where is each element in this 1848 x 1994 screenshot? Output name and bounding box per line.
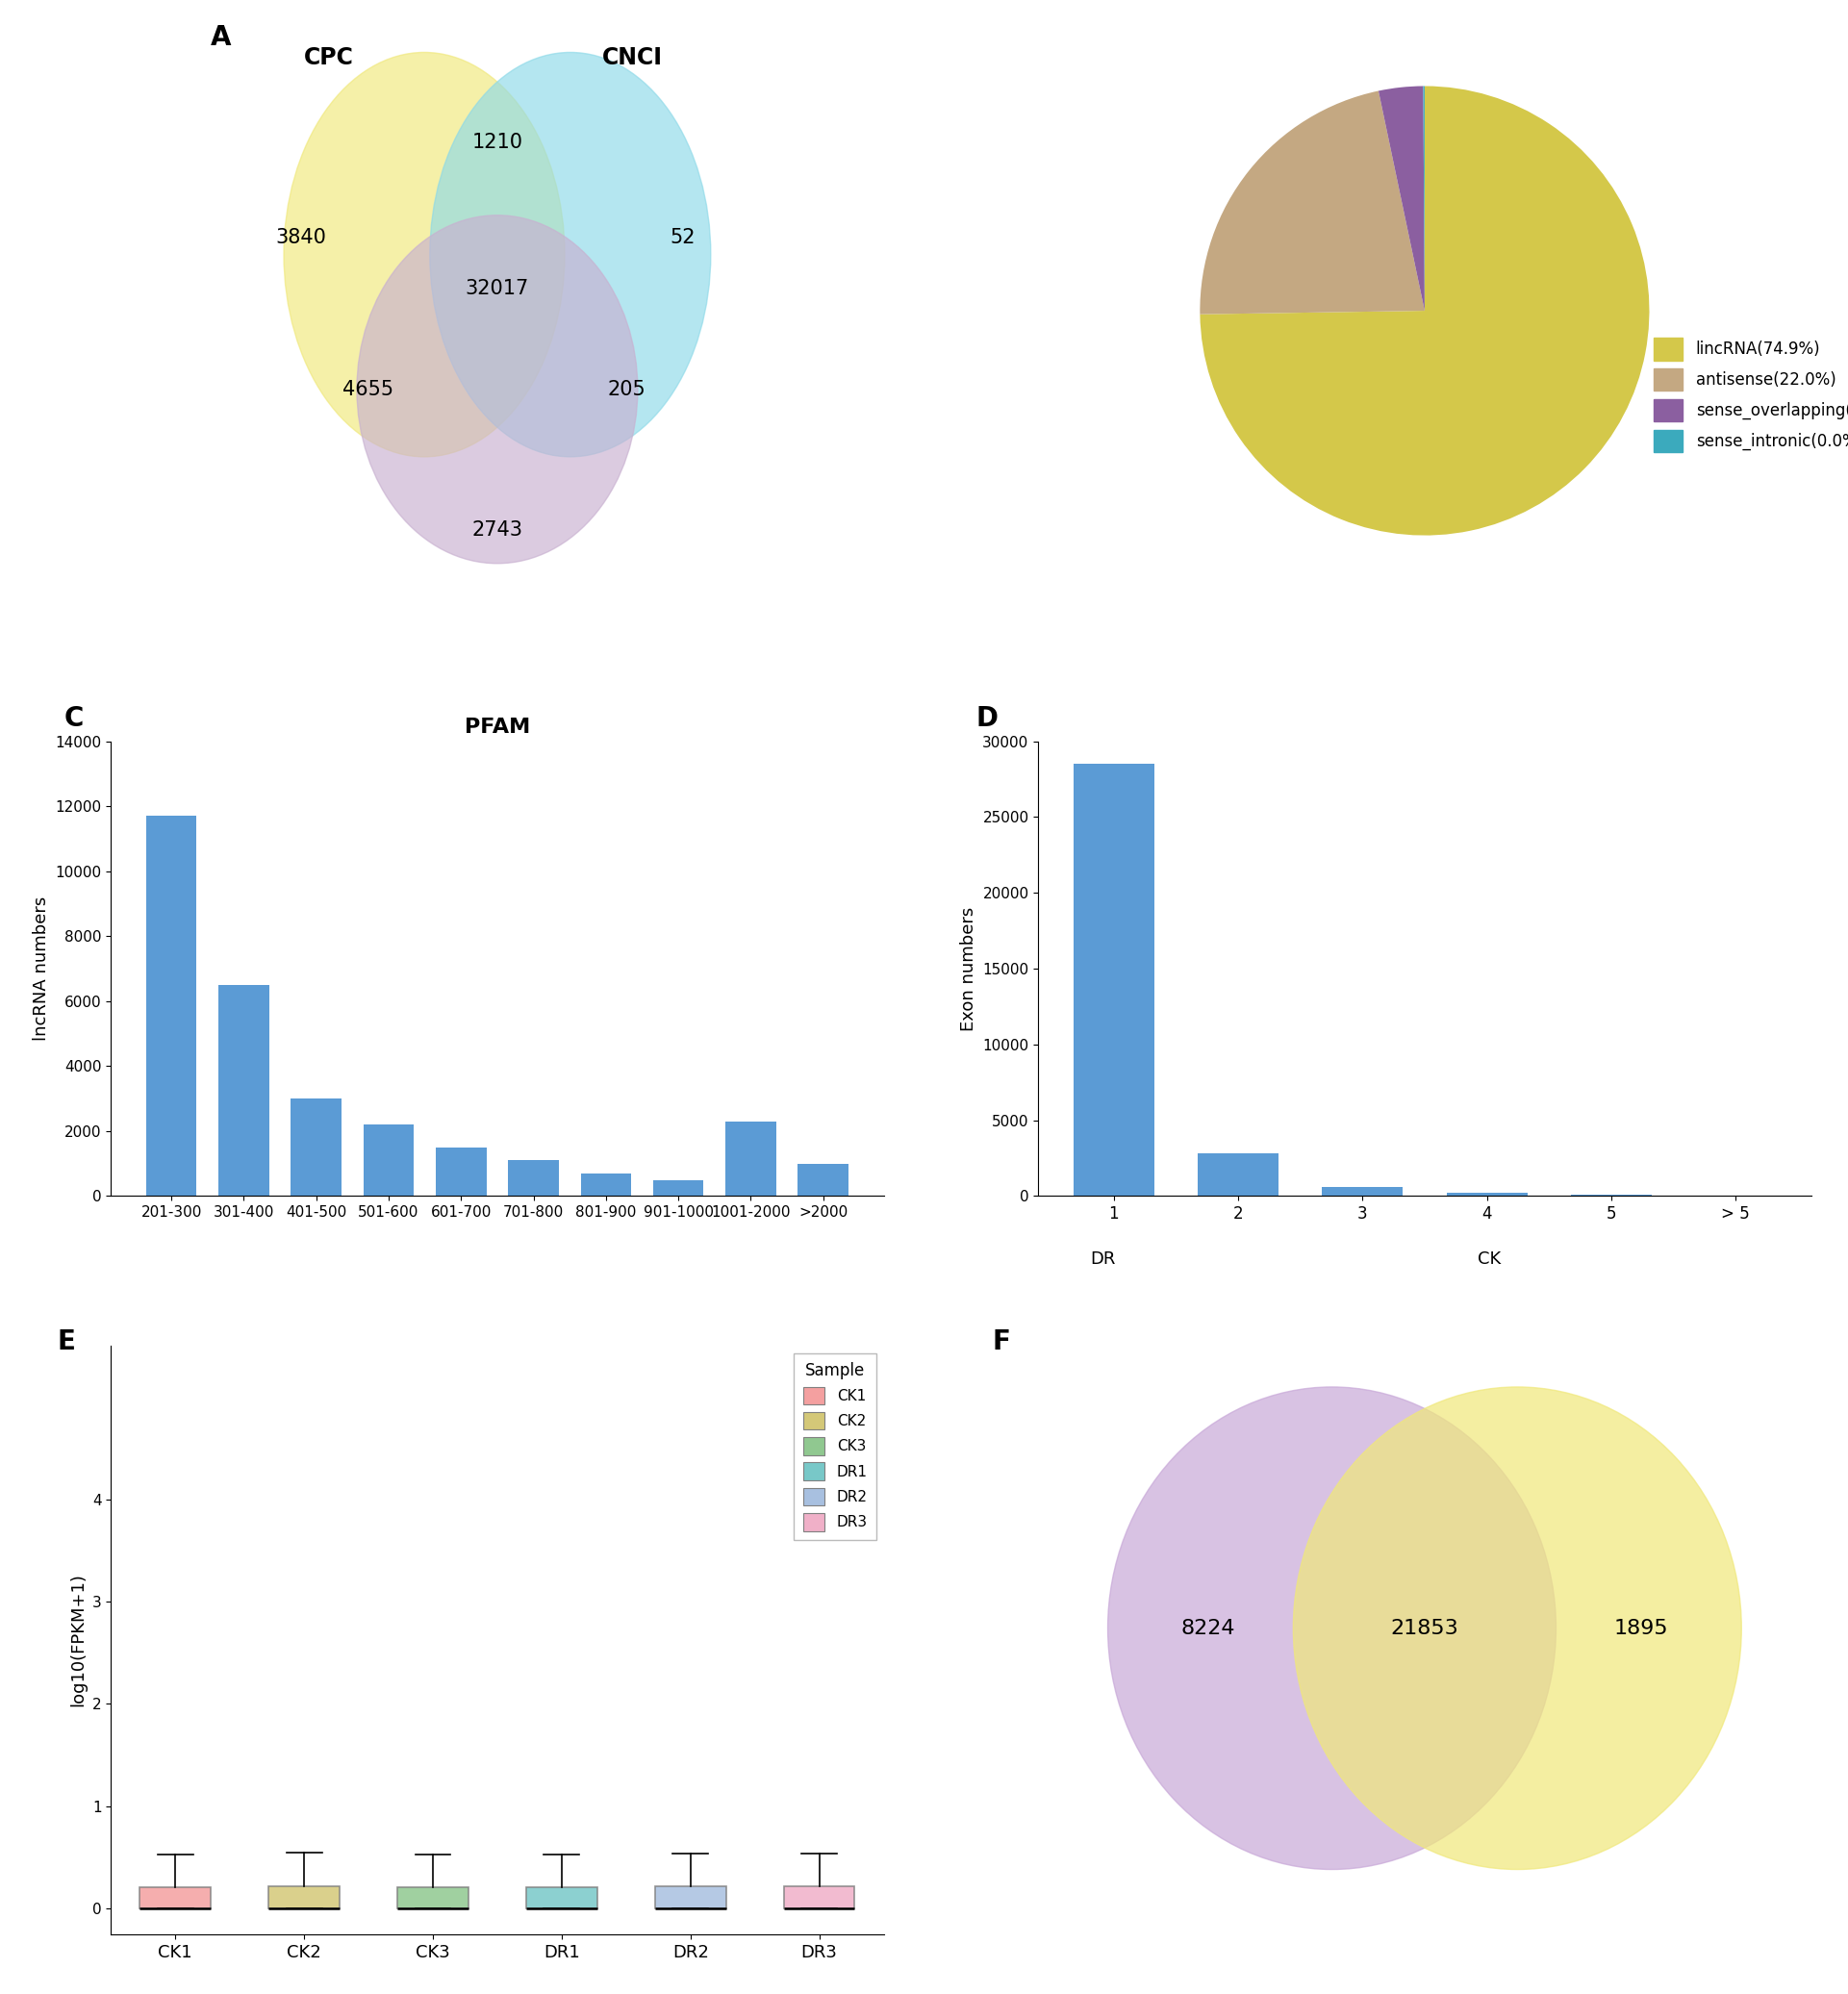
Text: D: D (976, 706, 998, 732)
Ellipse shape (1294, 1388, 1741, 1870)
PathPatch shape (654, 1886, 726, 1908)
Text: 52: 52 (669, 227, 695, 247)
Bar (726, 1121, 776, 1196)
Ellipse shape (285, 52, 565, 457)
Text: DR: DR (1090, 1250, 1116, 1268)
Ellipse shape (357, 215, 638, 564)
Wedge shape (1199, 86, 1648, 536)
Text: 32017: 32017 (466, 279, 529, 297)
Bar (436, 1147, 486, 1196)
Bar (652, 1180, 704, 1196)
Bar (1198, 1155, 1279, 1196)
PathPatch shape (397, 1886, 468, 1908)
Text: 3840: 3840 (275, 227, 325, 247)
Bar (508, 1161, 558, 1196)
Bar (218, 985, 270, 1196)
Bar (1447, 1192, 1526, 1196)
Bar (798, 1164, 848, 1196)
PathPatch shape (140, 1886, 211, 1908)
Y-axis label: lncRNA numbers: lncRNA numbers (33, 897, 50, 1041)
PathPatch shape (527, 1886, 597, 1908)
Legend: CK1, CK2, CK3, DR1, DR2, DR3: CK1, CK2, CK3, DR1, DR2, DR3 (795, 1354, 876, 1539)
Text: CK: CK (1477, 1250, 1501, 1268)
Bar (1074, 764, 1155, 1196)
Y-axis label: log10(FPKM+1): log10(FPKM+1) (70, 1573, 87, 1707)
Text: A: A (211, 24, 231, 52)
Wedge shape (1379, 86, 1425, 311)
Text: 1210: 1210 (471, 134, 523, 152)
Bar (580, 1172, 632, 1196)
Text: 1895: 1895 (1613, 1619, 1669, 1637)
PathPatch shape (784, 1886, 854, 1908)
Text: CNCI: CNCI (602, 46, 662, 70)
Text: 2743: 2743 (471, 520, 523, 540)
Text: 8224: 8224 (1181, 1619, 1236, 1637)
Text: E: E (57, 1328, 76, 1356)
Text: 21853: 21853 (1390, 1619, 1458, 1637)
Text: F: F (992, 1328, 1011, 1356)
Title: PFAM: PFAM (464, 718, 530, 738)
Y-axis label: Exon numbers: Exon numbers (959, 907, 978, 1031)
Ellipse shape (1107, 1388, 1556, 1870)
Bar (146, 816, 196, 1196)
Text: C: C (65, 706, 85, 732)
Text: 205: 205 (608, 379, 645, 399)
Ellipse shape (431, 52, 711, 457)
Bar (290, 1099, 342, 1196)
Text: 4655: 4655 (342, 379, 394, 399)
Legend: lincRNA(74.9%), antisense(22.0%), sense_overlapping(3.2%), sense_intronic(0.0%): lincRNA(74.9%), antisense(22.0%), sense_… (1647, 329, 1848, 461)
Text: CPC: CPC (303, 46, 353, 70)
Wedge shape (1199, 92, 1425, 315)
Bar (364, 1125, 414, 1196)
PathPatch shape (268, 1886, 340, 1908)
Bar (1321, 1186, 1403, 1196)
